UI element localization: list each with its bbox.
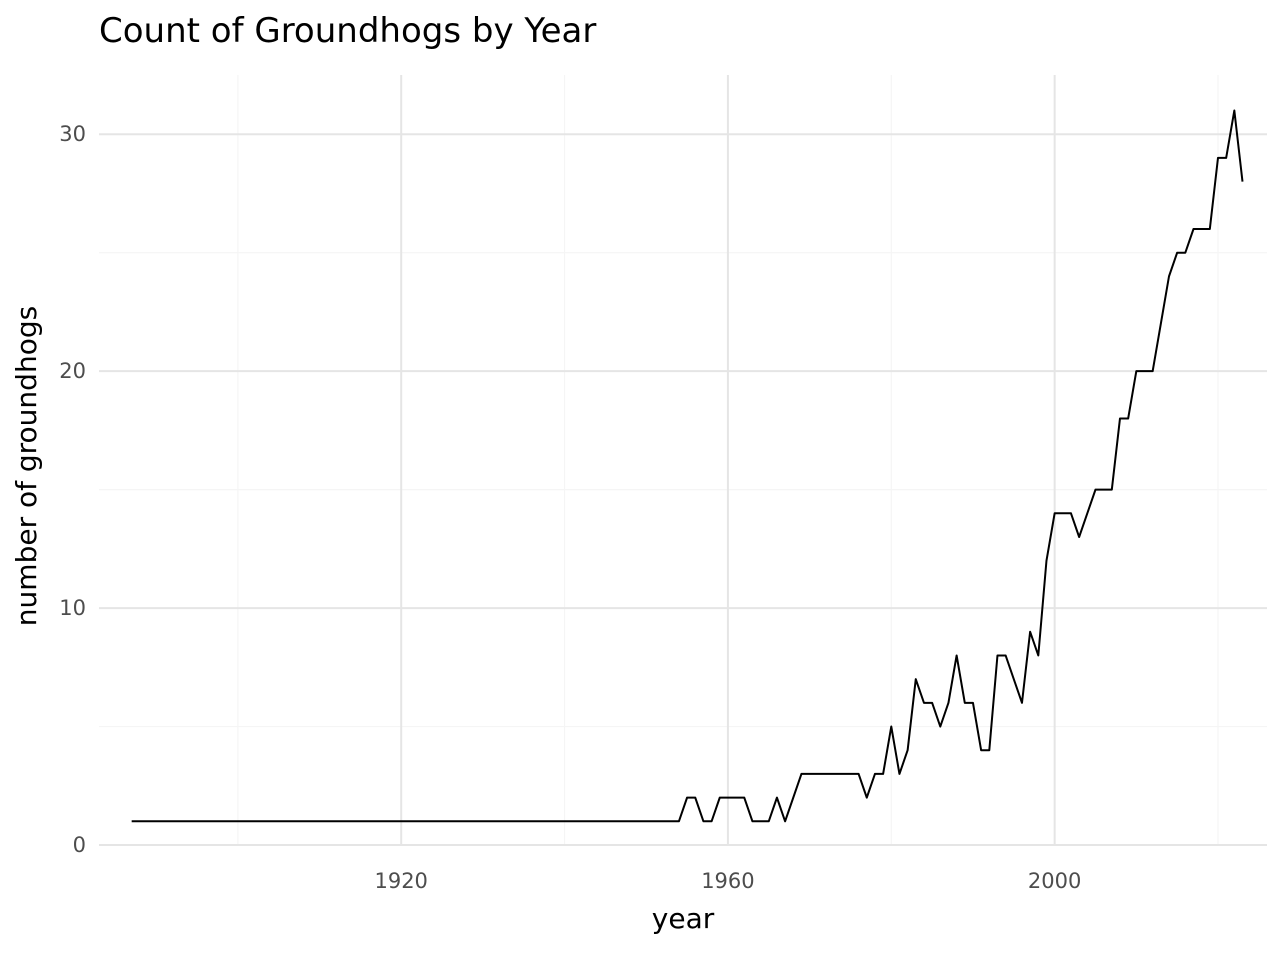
y-tick-label: 10	[59, 596, 86, 620]
chart-title: Count of Groundhogs by Year	[99, 11, 596, 51]
x-tick-label: 1960	[701, 869, 754, 893]
y-tick-label: 0	[73, 833, 86, 857]
x-tick-label: 1920	[374, 869, 427, 893]
x-tick-label: 2000	[1028, 869, 1081, 893]
major-gridlines	[99, 75, 1267, 846]
minor-gridlines	[99, 75, 1267, 845]
x-tick-labels: 1920 1960 2000	[374, 869, 1081, 893]
x-axis-title: year	[652, 902, 715, 935]
series-line	[131, 109, 1244, 823]
y-tick-label: 30	[59, 122, 86, 146]
y-axis-title: number of groundhogs	[10, 306, 43, 626]
y-tick-label: 20	[59, 359, 86, 383]
y-tick-labels: 0 10 20 30	[59, 122, 86, 857]
